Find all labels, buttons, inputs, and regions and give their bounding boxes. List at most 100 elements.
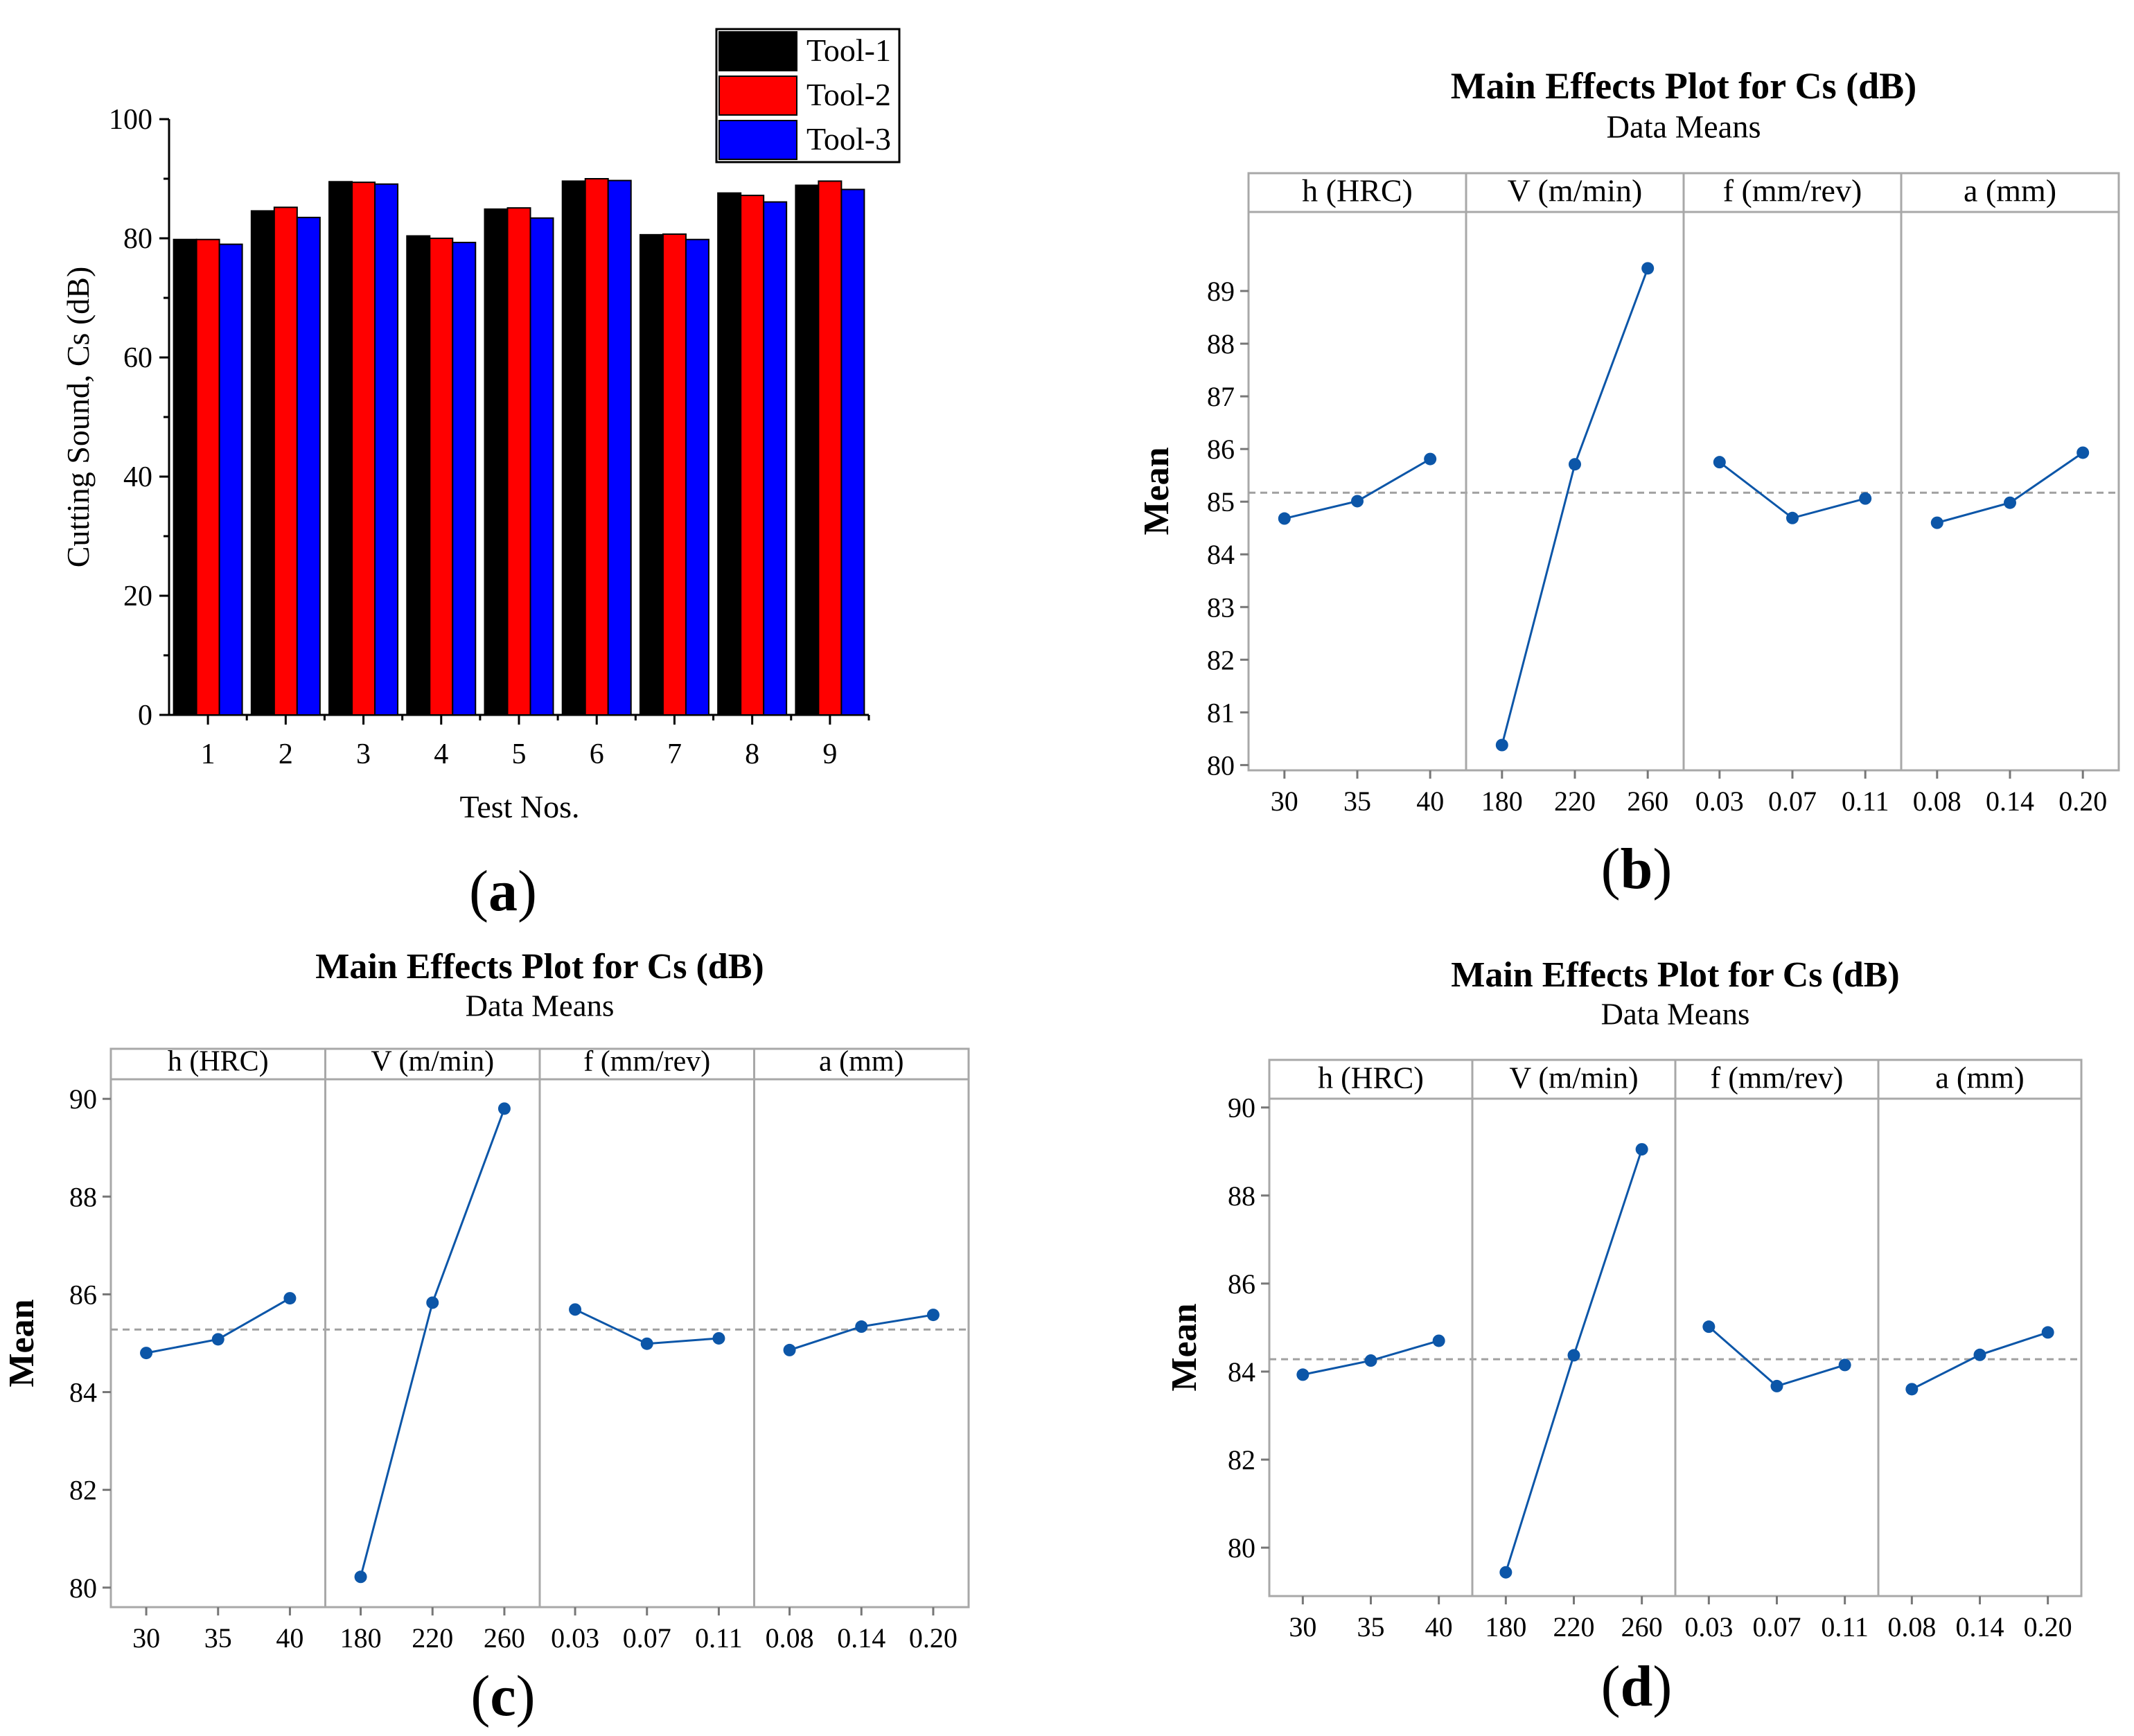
chart-d-data-point [1635, 1143, 1648, 1156]
chart-c-y-tick-label: 82 [69, 1475, 97, 1506]
a-x-tick-label: 7 [667, 738, 682, 770]
chart-b-data-point [1786, 511, 1799, 524]
chart-d-y-tick-label: 84 [1228, 1356, 1255, 1388]
a-y-tick-label: 100 [109, 104, 152, 136]
chart-d-x-tick-label: 0.08 [1887, 1611, 1936, 1642]
chart-b-y-tick-label: 80 [1207, 750, 1235, 781]
chart-d-x-tick-label: 35 [1357, 1611, 1385, 1642]
chart-d-data-point [1973, 1348, 1986, 1361]
a-legend-label: Tool-2 [806, 77, 891, 112]
chart-b-x-tick-label: 180 [1481, 786, 1523, 817]
caption-b-letter: b [1620, 837, 1653, 901]
chart-c-panel-label: V (m/min) [371, 1046, 494, 1078]
a-bar-tool-3 [452, 242, 477, 716]
chart-c-data-point [855, 1320, 868, 1334]
chart-b-panel-label: f (mm/rev) [1723, 172, 1862, 208]
a-x-tick-label: 9 [822, 738, 837, 770]
chart-d-panel-label: a (mm) [1935, 1061, 2024, 1095]
chart-d-x-tick-label: 180 [1485, 1611, 1526, 1642]
a-y-axis-title: Cutting Sound, Cs (dB) [60, 267, 96, 568]
a-bar-tool-2 [662, 233, 687, 716]
caption-d: (d) [1600, 1654, 1673, 1719]
chart-d-panel-label: h (HRC) [1318, 1061, 1424, 1095]
chart-c-x-tick-label: 220 [412, 1622, 453, 1654]
a-y-tick-label: 20 [123, 581, 152, 612]
chart-d-y-tick-label: 82 [1228, 1444, 1255, 1476]
a-bar-tool-2 [818, 180, 843, 716]
chart-d-x-tick-label: 30 [1289, 1611, 1316, 1642]
chart-b-x-tick-label: 0.11 [1842, 786, 1889, 817]
chart-c-x-tick-label: 180 [340, 1622, 382, 1654]
chart-d-y-axis-title: Mean [1165, 1303, 1204, 1391]
chart-c-y-axis-title: Mean [2, 1299, 42, 1387]
a-bar-tool-1 [561, 180, 586, 716]
chart-c-data-point [712, 1331, 725, 1345]
a-legend-label: Tool-3 [806, 121, 891, 157]
chart-c-data-point [211, 1333, 224, 1346]
chart-b-panel-label: V (m/min) [1508, 172, 1643, 208]
a-bar-tool-3 [374, 183, 399, 716]
chart-d-y-tick-label: 80 [1228, 1532, 1255, 1564]
chart-b-x-tick-label: 40 [1416, 786, 1444, 817]
a-y-tick-label: 80 [123, 223, 152, 255]
chart-d-data-point [1905, 1383, 1919, 1396]
a-y-tick-label: 0 [138, 700, 152, 732]
chart-b-y-tick-label: 87 [1207, 381, 1235, 412]
chart-c-data-point [354, 1570, 367, 1584]
a-bar-tool-2 [429, 238, 454, 716]
a-bar-tool-3 [296, 216, 321, 716]
chart-d-x-tick-label: 0.11 [1821, 1611, 1869, 1642]
chart-b-x-tick-label: 0.20 [2058, 786, 2107, 817]
chart-b-y-tick-label: 83 [1207, 592, 1235, 623]
a-x-tick-label: 3 [356, 738, 371, 770]
chart-c-y-tick-label: 88 [69, 1181, 97, 1212]
chart-b-data-point [1424, 452, 1437, 466]
caption-d-letter: d [1620, 1654, 1653, 1719]
chart-b-x-tick-label: 0.03 [1695, 786, 1744, 817]
a-x-tick-label: 1 [201, 738, 215, 770]
a-legend-label: Tool-1 [806, 33, 891, 68]
chart-c-x-tick-label: 0.11 [695, 1622, 743, 1654]
chart-c-data-point [783, 1343, 796, 1356]
a-bar-tool-1 [795, 184, 820, 716]
chart-b-data-point [1495, 738, 1508, 752]
chart-d-x-tick-label: 0.14 [1956, 1611, 2004, 1642]
a-x-axis-title: Test Nos. [459, 789, 579, 824]
a-x-tick-label: 4 [434, 738, 448, 770]
a-bar-tool-1 [328, 181, 353, 716]
chart-b-y-axis-title: Mean [1137, 447, 1176, 535]
chart-b-x-tick-label: 0.07 [1768, 786, 1817, 817]
a-x-tick-label: 2 [279, 738, 293, 770]
chart-d-data-point [1296, 1368, 1310, 1381]
a-bar-tool-1 [484, 208, 509, 716]
chart-d-main-effects: Main Effects Plot for Cs (dB)Data Means 8… [1165, 955, 2083, 1642]
chart-b-y-tick-label: 85 [1207, 486, 1235, 517]
chart-c-data-point [283, 1292, 297, 1305]
chart-c-data-point [497, 1102, 511, 1115]
chart-d-x-tick-label: 40 [1425, 1611, 1453, 1642]
a-bar-tool-1 [250, 210, 275, 716]
chart-b-y-tick-label: 88 [1207, 328, 1235, 360]
chart-c-x-tick-label: 0.14 [837, 1622, 885, 1654]
chart-c-y-tick-label: 86 [69, 1279, 97, 1310]
chart-c-x-tick-label: 0.08 [766, 1622, 814, 1654]
a-bar-tool-1 [173, 238, 197, 716]
chart-b-title: Main Effects Plot for Cs (dB) [1451, 65, 1916, 107]
a-bar-tool-3 [529, 217, 554, 716]
chart-c-panel-label: a (mm) [819, 1046, 903, 1078]
chart-b-y-tick-label: 89 [1207, 276, 1235, 307]
chart-d-data-point [1838, 1358, 1851, 1372]
chart-b-main-effects: Main Effects Plot for Cs (dB)Data Means 8… [1137, 65, 2120, 817]
a-bar-tool-3 [840, 188, 865, 716]
chart-c-title: Main Effects Plot for Cs (dB) [315, 947, 764, 986]
chart-b-x-tick-label: 220 [1554, 786, 1596, 817]
chart-c-x-tick-label: 0.20 [909, 1622, 958, 1654]
chart-d-y-tick-label: 88 [1228, 1180, 1255, 1212]
chart-b-data-point [1278, 512, 1291, 525]
a-bar-tool-2 [273, 206, 298, 716]
chart-d-panel-label: V (m/min) [1509, 1061, 1638, 1095]
a-bar-tool-2 [506, 207, 531, 716]
a-bar-tool-2 [584, 178, 609, 716]
chart-c-x-tick-label: 260 [484, 1622, 525, 1654]
